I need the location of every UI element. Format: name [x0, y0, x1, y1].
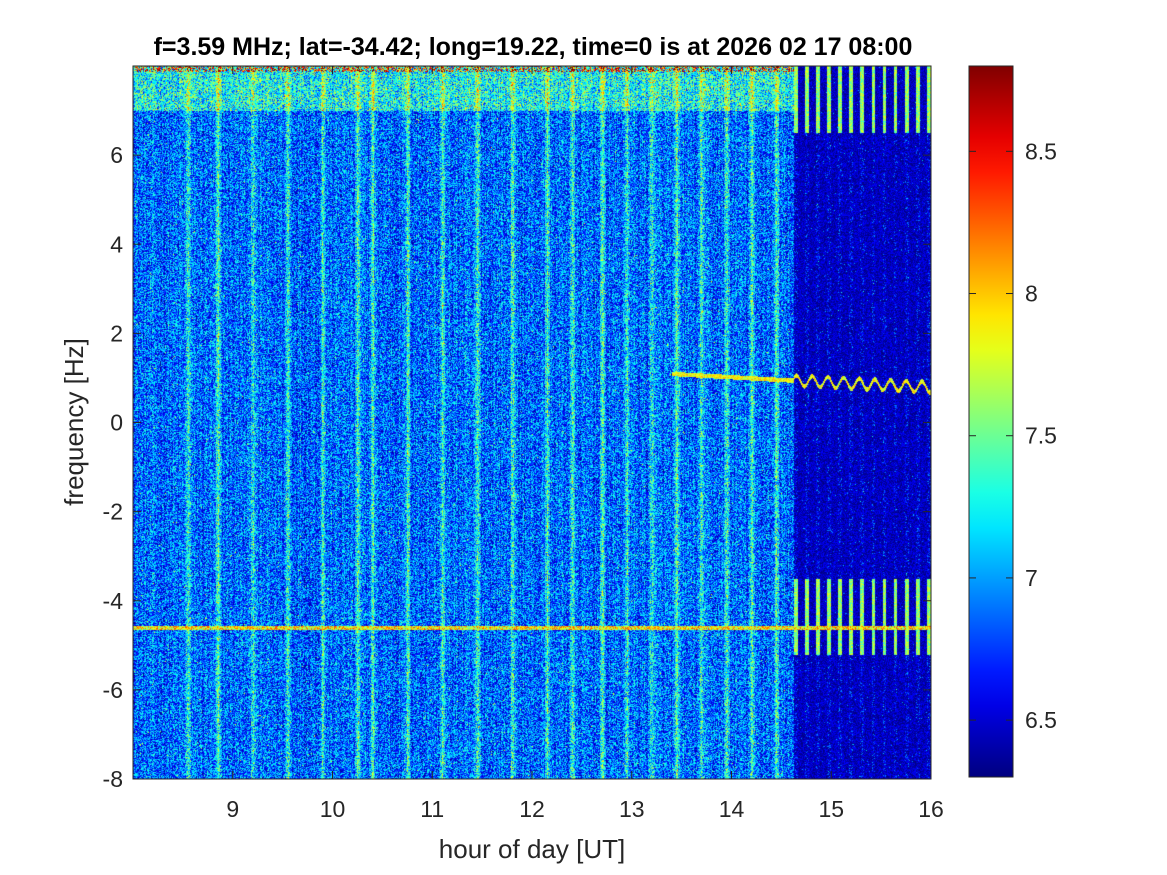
x-tick-label: 14 — [719, 796, 745, 822]
colorbar — [968, 65, 1014, 778]
y-tick-label: -8 — [103, 766, 123, 792]
x-axis-ticks: 9 10 11 12 13 14 15 16 — [226, 66, 944, 822]
colorbar-tick-label: 7 — [1025, 565, 1038, 591]
colorbar-ticks: 8.5 8 7.5 7 6.5 — [969, 138, 1057, 733]
y-tick-label: 0 — [110, 410, 123, 436]
x-tick-label: 15 — [818, 796, 844, 822]
y-tick-label: 2 — [110, 320, 123, 346]
y-axis-label: frequency [Hz] — [59, 338, 89, 506]
y-tick-label: -6 — [103, 677, 123, 703]
x-axis-label: hour of day [UT] — [439, 834, 625, 864]
x-tick-label: 11 — [420, 796, 444, 822]
heatmap-canvas — [133, 66, 931, 779]
heatmap-area — [133, 66, 931, 779]
colorbar-tick-label: 8.5 — [1025, 138, 1057, 164]
colorbar-tick-label: 7.5 — [1025, 423, 1057, 449]
x-tick-label: 10 — [320, 796, 346, 822]
x-tick-label: 16 — [918, 796, 944, 822]
y-tick-label: -2 — [103, 499, 123, 525]
colorbar-tick-label: 8 — [1025, 281, 1038, 307]
y-tick-label: 4 — [110, 231, 123, 257]
y-axis-ticks: 6 4 2 0 -2 -4 -6 -8 — [103, 142, 931, 792]
y-tick-label: -4 — [103, 588, 124, 614]
y-tick-label: 6 — [110, 142, 123, 168]
colorbar-tick-label: 6.5 — [1025, 707, 1057, 733]
x-tick-label: 13 — [619, 796, 645, 822]
x-tick-label: 9 — [226, 796, 239, 822]
x-tick-label: 12 — [519, 796, 545, 822]
chart-title: f=3.59 MHz; lat=-34.42; long=19.22, time… — [154, 33, 913, 61]
